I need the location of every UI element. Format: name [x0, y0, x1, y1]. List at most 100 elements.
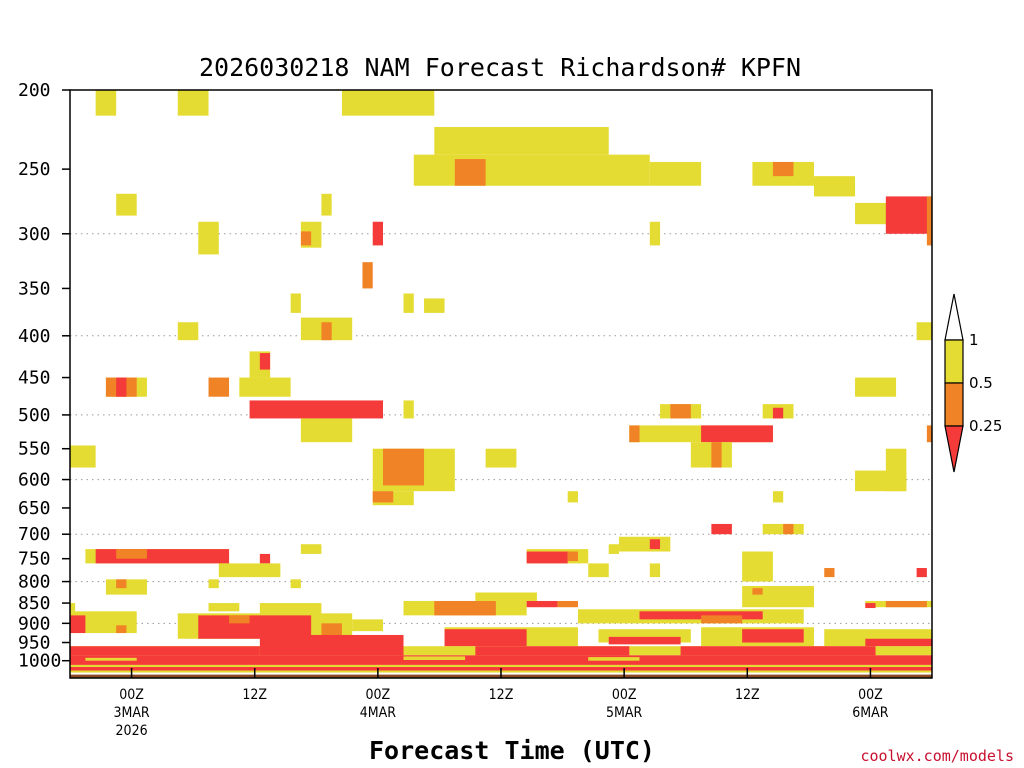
ri-cell	[372, 221, 383, 246]
ri-cell	[70, 655, 932, 665]
colorbar: 1 0.5 0.25	[944, 293, 1002, 473]
x-axis-label: Forecast Time (UTC)	[369, 736, 655, 765]
x-tick-label: 12Z	[735, 687, 760, 703]
ri-cell	[177, 90, 209, 116]
ri-cell	[300, 231, 312, 246]
x-tick-label: 2026	[116, 723, 148, 739]
x-tick-label: 3MAR	[113, 705, 149, 721]
ri-cell	[198, 221, 219, 255]
ri-cell	[649, 221, 661, 246]
ri-cell	[608, 636, 681, 645]
ri-cell	[198, 615, 312, 639]
x-tick-label: 12Z	[242, 687, 267, 703]
ri-cell	[475, 646, 630, 656]
ri-cell	[290, 579, 301, 589]
ri-cell	[701, 425, 773, 443]
ri-cell	[290, 293, 301, 313]
ri-cell	[444, 629, 527, 647]
ri-cell	[588, 657, 640, 661]
y-axis: 200 250 300 350 400 450 500 550 600 650 700 7508008…	[18, 80, 70, 672]
x-tick-label: 00Z	[119, 687, 144, 703]
ri-cell	[70, 664, 932, 668]
y-tick-label: 350	[18, 278, 51, 299]
ri-cell	[454, 159, 486, 186]
ri-cell	[783, 523, 794, 535]
ri-cell	[218, 563, 281, 578]
ri-cell	[752, 588, 763, 595]
ri-cell	[649, 539, 661, 550]
ri-cell	[239, 377, 291, 397]
ri-cell	[300, 544, 322, 554]
y-tick-label: 700	[18, 524, 51, 545]
ri-cell	[116, 549, 147, 559]
ri-cell	[619, 536, 671, 552]
x-tick-label: 12Z	[489, 687, 514, 703]
y-tick-label: 650	[18, 498, 51, 519]
chart-title: 2026030218 NAM Forecast Richardson# KPFN	[199, 53, 801, 82]
ri-cell	[475, 592, 537, 601]
ri-cell	[772, 491, 784, 503]
ri-cell	[916, 568, 927, 578]
ri-cell	[813, 176, 856, 197]
x-tick-label: 6MAR	[852, 705, 888, 721]
colorbar-level	[944, 339, 964, 384]
ri-cell	[680, 646, 876, 656]
ri-cell	[116, 377, 127, 397]
y-tick-label: 300	[18, 224, 51, 245]
y-tick-label: 850	[18, 593, 51, 614]
ri-cell	[300, 418, 353, 443]
ri-cell	[70, 603, 76, 612]
y-tick-label: 900	[18, 613, 51, 634]
ri-cell	[526, 551, 568, 564]
ri-cell	[372, 491, 394, 503]
ri-cell	[557, 600, 578, 608]
ri-cell	[424, 298, 445, 313]
ri-cell	[865, 603, 876, 609]
ri-cell	[434, 600, 496, 616]
ri-cell	[341, 90, 435, 116]
x-tick-label: 5MAR	[606, 705, 642, 721]
ri-cell	[116, 625, 127, 634]
ri-cell	[259, 603, 322, 616]
ri-cell	[670, 404, 691, 419]
ri-cell	[916, 322, 932, 341]
y-tick-label: 250	[18, 159, 51, 180]
ri-cell	[382, 448, 425, 486]
ri-cell	[567, 491, 578, 503]
y-tick-label: 800	[18, 572, 51, 593]
ri-cell	[208, 579, 219, 589]
x-tick-label: 00Z	[612, 687, 637, 703]
ri-cell	[885, 448, 907, 492]
credit-text: coolwx.com/models	[860, 747, 1014, 765]
ri-cell	[259, 634, 404, 656]
y-tick-label: 550	[18, 439, 51, 460]
ri-cell	[711, 442, 722, 468]
x-tick-label: 00Z	[366, 687, 391, 703]
ri-cell	[649, 563, 661, 578]
colorbar-tick-label: 0.5	[969, 374, 993, 392]
ri-cell	[352, 619, 383, 632]
ri-cell	[824, 568, 835, 578]
y-tick-label: 450	[18, 368, 51, 389]
ri-cell	[95, 90, 117, 116]
x-tick-label: 00Z	[858, 687, 883, 703]
ri-cell	[413, 154, 650, 186]
ri-cell	[403, 400, 414, 419]
ri-cell	[629, 425, 640, 443]
colorbar-tick-label: 0.25	[969, 417, 1002, 435]
ri-cell	[85, 657, 137, 661]
ri-cell	[321, 623, 342, 635]
y-tick-label: 400	[18, 326, 51, 347]
ri-cell	[772, 161, 794, 177]
ri-cell	[70, 646, 260, 656]
plot-frame	[69, 89, 933, 679]
ri-cell	[885, 600, 927, 608]
x-tick-label: 4MAR	[360, 705, 396, 721]
ri-cell	[321, 322, 332, 341]
ri-cell	[116, 193, 137, 216]
ri-cell	[772, 407, 784, 419]
ri-cell	[855, 377, 897, 397]
y-tick-label: 200	[18, 80, 51, 101]
ri-cell	[434, 127, 609, 155]
ri-cell	[926, 196, 932, 246]
